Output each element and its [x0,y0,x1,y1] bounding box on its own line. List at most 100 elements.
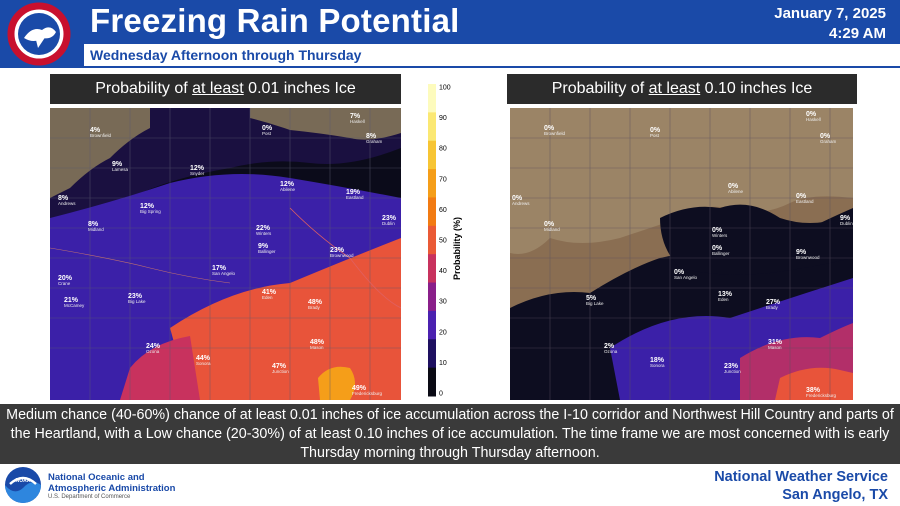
right-map-city-1: Brownfield [544,131,566,136]
legend-swatch-6 [428,254,436,284]
left-map-city-25: Fredericksburg [352,391,383,396]
legend-tick-0: 0 [439,391,443,398]
right-map-city-9: Dublin [840,221,853,226]
left-map-value-1: 0% [262,125,273,132]
issue-datetime: January 7, 2025 4:29 AM [774,4,886,44]
left-title-prefix: Probability of [95,80,193,97]
left-map-city-8: Eastland [346,195,364,200]
left-map-city-4: Lamesa [112,167,129,172]
subtitle-bar [84,44,900,66]
right-map-city-18: Sonora [650,363,665,368]
left-map-city-2: Haskell [350,119,365,124]
forecast-caption: Medium chance (40-60%) chance of at leas… [0,404,900,464]
right-map-value-7: 0% [544,221,555,228]
noaa-name: National Oceanic and Atmospheric Adminis… [48,472,175,494]
right-map-value-6: 0% [512,195,523,202]
left-map-city-11: Dublin [382,221,395,226]
left-map-city-10: Midland [88,227,104,232]
right-map-value-14: 13% [718,291,733,298]
office-line1: National Weather Service [714,469,888,485]
right-map-city-14: Eden [718,297,729,302]
legend-title: Probability (%) [452,216,462,280]
legend-tick-50: 50 [439,238,447,245]
left-map-value-3: 8% [366,133,377,140]
left-map-city-17: McCamey [64,303,85,308]
legend-swatch-10 [428,367,436,397]
left-map-city-22: Mason [310,345,324,350]
left-map-value-4: 9% [112,161,123,168]
left-map-city-16: Crane [58,281,71,286]
right-map-value-3: 0% [820,133,831,140]
left-map-value-17: 21% [64,297,79,304]
left-map-value-6: 8% [58,195,69,202]
left-map-city-9: Big Spring [140,209,161,214]
left-map-value-25: 49% [352,385,367,392]
right-panel-title: Probability of at least 0.10 inches Ice [507,74,857,104]
right-map-city-4: Abilene [728,189,744,194]
legend-tick-20: 20 [439,329,447,336]
left-title-suffix: 0.01 inches Ice [243,80,356,97]
left-map-value-14: 23% [330,247,345,254]
left-map-city-0: Brownfield [90,133,112,138]
right-map-city-16: Ozona [604,349,618,354]
noaa-line1: National Oceanic and [48,472,145,483]
office-line2: San Angelo, TX [782,487,888,503]
left-map-city-21: Ozona [146,349,160,354]
right-probability-map: 0% Haskell 0% Brownfield 0% Post 0% Graham 0% Abi… [510,108,853,400]
left-map-city-14: Brownwood [330,253,354,258]
left-map-value-15: 17% [212,265,227,272]
right-map-city-10: Ballinger [712,251,730,256]
noaa-line2: Atmospheric Administration [48,483,176,494]
left-map-value-2: 7% [350,113,361,120]
legend-tick-30: 30 [439,299,447,306]
left-map-city-5: Snyder [190,171,205,176]
legend-swatch-4 [428,197,436,227]
left-map-value-23: 44% [196,355,211,362]
left-map-value-10: 8% [88,221,99,228]
left-map-city-15: San Angelo [212,271,236,276]
left-map-value-9: 12% [140,203,155,210]
nws-logo [7,2,71,66]
legend-swatch-3 [428,169,436,198]
right-map-city-19: Junction [724,369,741,374]
right-map-city-12: San Angelo [674,275,698,280]
left-map-city-19: Eden [262,295,273,300]
right-map-value-10: 0% [712,245,723,252]
left-map-city-1: Post [262,131,272,136]
noaa-logo: NOAA [5,467,41,503]
left-map-city-3: Graham [366,139,383,144]
right-map-value-4: 0% [728,183,739,190]
right-map-value-0: 0% [806,111,817,118]
issue-time: 4:29 AM [829,25,886,42]
right-map-value-11: 9% [796,249,807,256]
issue-date: January 7, 2025 [774,5,886,22]
right-map-city-5: Eastland [796,199,814,204]
left-map-value-12: 22% [256,225,271,232]
left-map-value-18: 23% [128,293,143,300]
page-title: Freezing Rain Potential [90,2,460,39]
right-title-prefix: Probability of [551,80,649,97]
left-map-value-16: 20% [58,275,73,282]
left-map-city-12: Winters [256,231,272,236]
noaa-logo-text: NOAA [16,478,31,484]
legend-tick-10: 10 [439,360,447,367]
left-map-value-0: 4% [90,127,101,134]
left-title-emph: at least [192,80,244,97]
legend-tick-100: 100 [439,85,451,92]
left-map-city-24: Junction [272,369,289,374]
right-map-city-11: Brownwood [796,255,820,260]
right-map-city-0: Haskell [806,117,821,122]
right-map-city-8: Winters [712,233,728,238]
right-map-city-20: Fredericksburg [806,393,837,398]
legend-swatch-1 [428,112,436,142]
legend-tick-70: 70 [439,176,447,183]
legend-swatch-5 [428,225,436,255]
right-map-value-17: 31% [768,339,783,346]
page-subtitle: Wednesday Afternoon through Thursday [90,47,362,63]
left-map-value-13: 9% [258,243,269,250]
right-title-suffix: 0.10 inches Ice [700,80,813,97]
legend-swatch-2 [428,140,436,170]
legend-swatch-7 [428,282,436,312]
nws-office: National Weather Service San Angelo, TX [714,468,888,504]
